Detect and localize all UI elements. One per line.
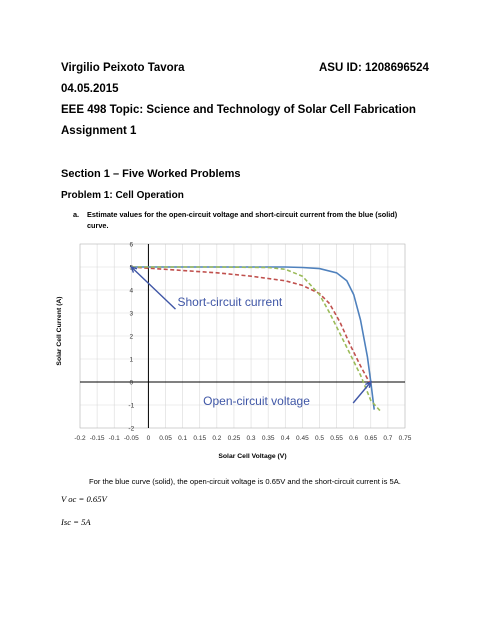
course-title: EEE 498 Topic: Science and Technology of… [61, 104, 416, 116]
x-tick-label: 0.05 [159, 435, 172, 442]
answer-text: For the blue curve (solid), the open-cir… [89, 477, 401, 486]
x-tick-label: 0.3 [247, 435, 256, 442]
series-line-dashed-3 [131, 266, 382, 413]
y-tick-label: 3 [130, 311, 134, 318]
x-tick-label: 0.5 [315, 435, 324, 442]
author-name: Virgilio Peixoto Tavora [61, 62, 185, 74]
isc-equation: Isc = 5A [61, 517, 91, 527]
y-tick-label: -1 [128, 403, 134, 410]
x-tick-label: 0.7 [383, 435, 392, 442]
y-axis-title: Solar Cell Current (A) [56, 296, 63, 365]
x-tick-label: 0.35 [262, 435, 275, 442]
plot-frame [79, 243, 406, 429]
x-tick-label: 0.55 [330, 435, 343, 442]
x-tick-label: 0.45 [296, 435, 309, 442]
x-tick-label: -0.05 [124, 435, 139, 442]
x-tick-label: 0.6 [349, 435, 358, 442]
y-tick-label: 1 [130, 357, 134, 364]
asu-id: ASU ID: 1208696524 [319, 62, 429, 74]
question-marker: a. [73, 210, 80, 219]
y-tick-label: 2 [130, 334, 134, 341]
section-title: Section 1 – Five Worked Problems [61, 168, 241, 180]
x-tick-label: -0.2 [74, 435, 86, 442]
annotation-arrow [352, 381, 372, 404]
annotation-arrowhead [130, 265, 138, 273]
voc-equation: V oc = 0.65V [61, 494, 107, 504]
annotation-arrowhead [365, 380, 372, 388]
question-line-2: curve. [87, 221, 109, 230]
document-date: 04.05.2015 [61, 83, 119, 95]
x-tick-label: 0 [147, 435, 151, 442]
x-tick-label: 0.25 [228, 435, 241, 442]
x-tick-label: 0.75 [399, 435, 412, 442]
assignment-title: Assignment 1 [61, 125, 137, 137]
x-tick-label: 0.65 [364, 435, 377, 442]
question-line-1: Estimate values for the open-circuit vol… [87, 210, 398, 219]
x-tick-label: 0.4 [281, 435, 290, 442]
annotation-label: Open-circuit voltage [203, 394, 310, 408]
annotation-label: Short-circuit current [178, 295, 283, 309]
x-axis-title: Solar Cell Voltage (V) [218, 453, 286, 460]
y-tick-label: 6 [130, 242, 134, 249]
x-tick-label: 0.2 [212, 435, 221, 442]
x-tick-label: 0.15 [193, 435, 206, 442]
x-tick-label: -0.15 [90, 435, 105, 442]
y-tick-label: 4 [130, 288, 134, 295]
y-tick-label: -2 [128, 426, 134, 433]
x-tick-label: -0.1 [109, 435, 121, 442]
annotation-arrow [130, 266, 176, 310]
x-tick-label: 0.1 [178, 435, 187, 442]
problem-title: Problem 1: Cell Operation [61, 190, 184, 201]
series-line-solid-1 [131, 266, 375, 410]
y-tick-label: 0 [130, 380, 134, 387]
